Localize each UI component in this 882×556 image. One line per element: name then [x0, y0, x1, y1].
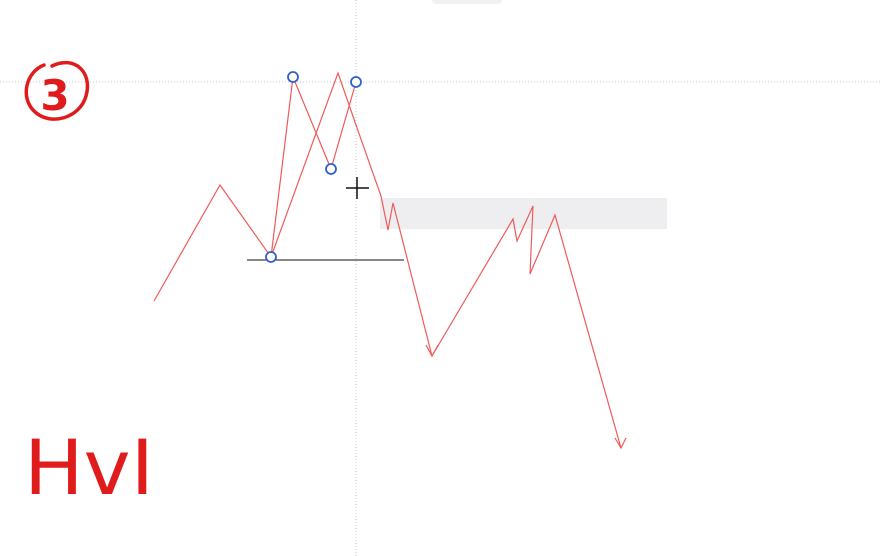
top-tab-handle [432, 0, 502, 4]
step-number: 3 [40, 71, 69, 120]
crosshair-cursor-icon [346, 177, 369, 199]
supply-zone-box[interactable] [380, 198, 667, 229]
double-top-pattern[interactable] [270, 74, 357, 258]
anchor-point[interactable] [287, 71, 299, 83]
price-path-continuation[interactable] [431, 205, 622, 449]
anchor-point[interactable] [265, 251, 277, 263]
handwritten-label: HvI [24, 423, 154, 512]
arrowhead-final-target [614, 437, 627, 450]
circled-step-number: 3 [24, 60, 90, 121]
price-path-main[interactable] [153, 71, 433, 357]
anchor-point[interactable] [350, 76, 362, 88]
anchor-point[interactable] [325, 163, 337, 175]
